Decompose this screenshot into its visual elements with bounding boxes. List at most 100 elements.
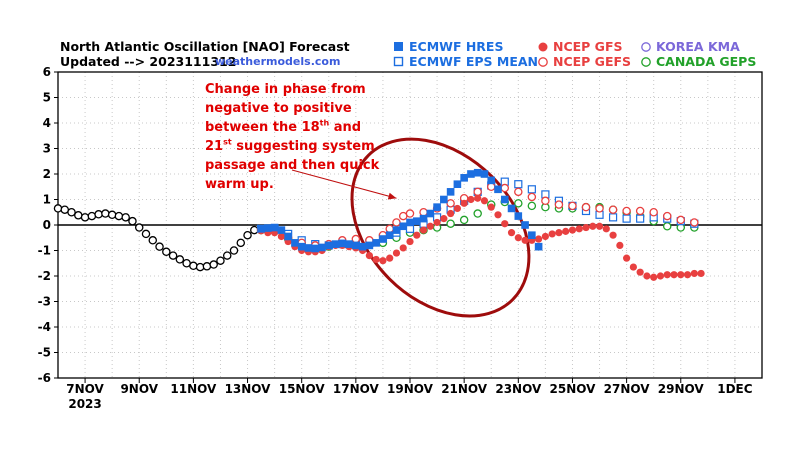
data-point <box>324 241 333 250</box>
circle-filled-icon <box>538 42 548 51</box>
annotation-line: negative to positive <box>205 101 352 116</box>
data-point <box>514 212 523 220</box>
data-point <box>608 213 618 222</box>
data-point <box>473 209 482 218</box>
data-point <box>662 211 672 221</box>
data-point <box>446 188 455 196</box>
x-tick-label: 15NOV <box>279 382 326 396</box>
data-point <box>622 206 631 216</box>
data-point <box>304 244 313 252</box>
data-point <box>460 199 468 207</box>
data-point <box>365 252 373 260</box>
highlight-ellipse <box>350 137 531 318</box>
legend-ncep-gefs: NCEP GEFS <box>537 54 631 69</box>
data-point <box>209 260 218 269</box>
annotation-line: between the 18 <box>205 120 320 135</box>
data-point <box>405 209 415 218</box>
data-point <box>541 232 549 241</box>
x-tick-label: 7NOV <box>66 382 104 396</box>
data-point <box>155 242 164 251</box>
data-point <box>467 195 475 204</box>
y-tick-label: 2 <box>43 167 51 181</box>
y-tick-label: -1 <box>38 244 51 258</box>
data-point <box>107 210 117 220</box>
credit-link[interactable]: weathermodels.com <box>215 55 341 68</box>
legend-ecmwf-eps: ECMWF EPS MEAN <box>393 54 538 69</box>
data-point <box>446 219 455 228</box>
data-point <box>229 246 239 255</box>
data-point <box>527 201 537 211</box>
data-point <box>168 251 178 260</box>
data-point <box>663 271 671 279</box>
data-point <box>440 195 448 204</box>
data-point <box>189 261 198 271</box>
data-point <box>649 207 658 217</box>
data-point <box>521 236 529 244</box>
data-point <box>345 240 353 248</box>
data-point <box>148 236 158 245</box>
data-point <box>562 227 570 235</box>
x-tick-label: 21NOV <box>441 382 488 396</box>
arrow-shaft <box>291 169 397 199</box>
annotation-sup: st <box>223 137 232 147</box>
data-point <box>535 235 543 243</box>
data-point <box>650 273 658 281</box>
data-point <box>643 272 651 280</box>
data-point <box>440 215 448 223</box>
data-point <box>514 199 523 208</box>
legend-label: NCEP GFS <box>553 39 623 54</box>
data-point <box>413 231 421 239</box>
square-open-icon <box>393 56 404 66</box>
y-tick-label: 5 <box>43 91 51 105</box>
series-ecmwf-hres <box>257 168 543 253</box>
data-point <box>662 222 672 231</box>
data-point <box>494 211 502 219</box>
data-point <box>460 174 468 182</box>
data-point <box>67 207 76 217</box>
x-tick-sublabel: 2023 <box>68 397 101 411</box>
data-point <box>676 215 686 225</box>
data-point <box>453 180 462 188</box>
data-point <box>141 229 151 239</box>
data-point <box>635 206 645 216</box>
data-point <box>264 224 272 232</box>
data-point <box>386 254 394 262</box>
data-point <box>677 271 685 279</box>
legend-ecmwf-hres: ECMWF HRES <box>393 39 503 54</box>
y-tick-label: -2 <box>38 269 51 283</box>
data-point <box>541 196 550 206</box>
data-point <box>690 269 698 278</box>
x-tick-label: 23NOV <box>495 382 542 396</box>
square-filled-icon <box>394 41 403 51</box>
series-ncep-gfs <box>257 194 705 281</box>
data-point <box>385 224 394 234</box>
data-point <box>358 242 367 251</box>
data-point <box>582 223 590 232</box>
data-point <box>568 201 577 211</box>
data-point <box>297 242 306 251</box>
legend-label: KOREA KMA <box>656 39 740 54</box>
annotation-arrow <box>291 169 397 200</box>
x-tick-label: 1DEC <box>717 382 753 396</box>
data-point <box>419 207 428 217</box>
annotation-line: suggesting system <box>231 139 375 154</box>
data-point <box>683 271 692 279</box>
data-point <box>690 218 699 227</box>
data-point <box>419 226 428 234</box>
data-point <box>554 200 564 209</box>
y-tick-labels: 6 5 4 3 2 1 0 -1 -2 -3 -4 -5 -6 <box>38 65 51 385</box>
data-point <box>473 168 482 177</box>
data-point <box>616 241 624 249</box>
x-tick-label: 11NOV <box>170 382 217 396</box>
data-point <box>94 210 103 219</box>
data-point <box>128 216 137 226</box>
circle-open-icon <box>538 56 548 67</box>
data-point <box>257 225 265 233</box>
data-point <box>487 203 495 211</box>
data-point <box>352 241 360 250</box>
data-point <box>311 244 320 253</box>
data-point <box>480 197 489 205</box>
data-point <box>351 234 361 244</box>
